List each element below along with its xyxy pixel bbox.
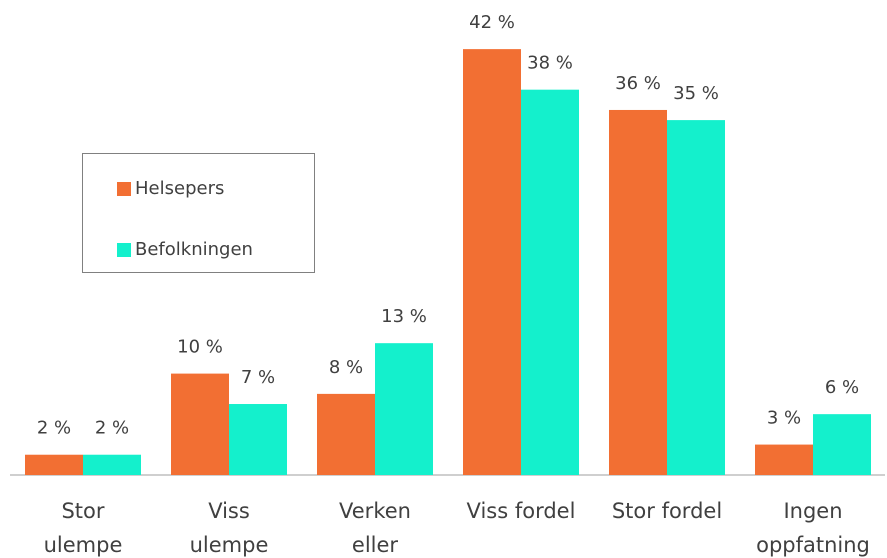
legend-swatch (117, 181, 131, 196)
x-tick-label: Ingen oppfatning (756, 499, 870, 557)
bar (317, 393, 375, 475)
value-label: 6 % (825, 377, 859, 398)
legend-label: Helsepers (135, 178, 225, 199)
bar (609, 109, 667, 476)
bar (375, 343, 433, 475)
value-label: 3 % (767, 408, 801, 429)
value-label: 13 % (381, 306, 427, 327)
x-tick-label: Verken eller (339, 499, 411, 557)
x-tick-label: Viss fordel (466, 499, 576, 523)
legend-label: Befolkningen (135, 239, 253, 260)
x-tick-label: Stor ulempe (43, 499, 123, 557)
value-label: 2 % (37, 418, 71, 439)
value-label: 8 % (329, 357, 363, 378)
legend-item: Befolkningen (117, 239, 253, 260)
value-label: 36 % (615, 73, 661, 94)
legend-item: Helsepers (117, 178, 224, 199)
legend-swatch (117, 242, 131, 257)
bar (755, 444, 813, 475)
bar (229, 404, 287, 475)
bar (83, 454, 141, 475)
value-label: 7 % (241, 367, 275, 388)
value-label: 2 % (95, 418, 129, 439)
x-tick-label: Viss ulempe (189, 499, 269, 557)
value-label: 35 % (673, 83, 719, 104)
bar (25, 454, 83, 475)
value-label: 42 % (469, 12, 515, 33)
bar (667, 120, 725, 475)
value-label: 38 % (527, 53, 573, 74)
legend: Helsepers Befolkningen (82, 153, 315, 273)
bar (171, 373, 229, 475)
x-tick-label: Stor fordel (611, 499, 723, 523)
bar (463, 49, 521, 476)
bar (813, 414, 871, 475)
bar (521, 89, 579, 476)
value-label: 10 % (177, 337, 223, 358)
